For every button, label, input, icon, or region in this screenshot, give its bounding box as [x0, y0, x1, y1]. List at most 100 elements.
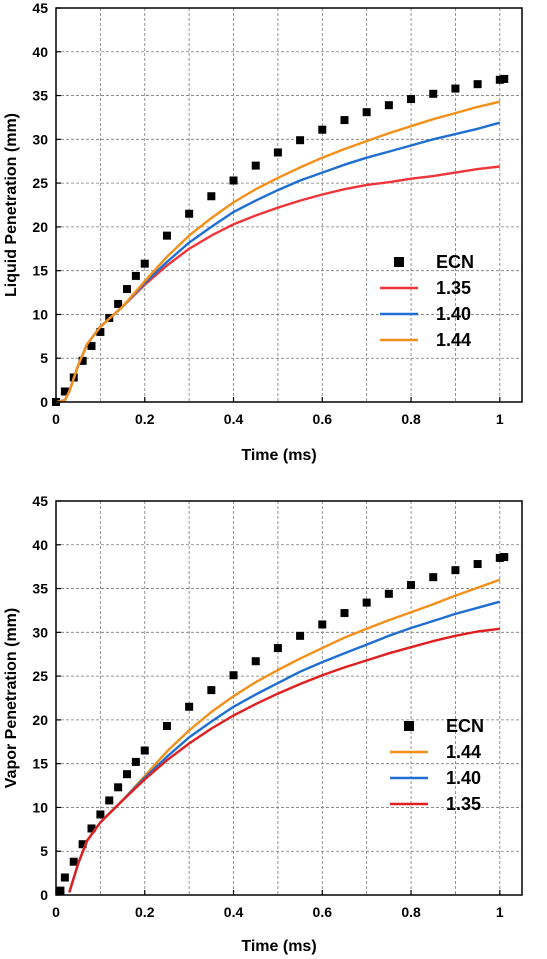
grid-lines [56, 8, 522, 402]
x-tick-label: 0.4 [224, 904, 244, 920]
data-point [407, 581, 416, 590]
y-tick-label: 40 [32, 537, 48, 553]
series-line [68, 627, 500, 893]
data-point [500, 74, 509, 83]
x-tick-label: 0.8 [401, 904, 421, 920]
data-point [87, 824, 96, 833]
data-point [451, 84, 460, 93]
series-ECN [56, 553, 509, 895]
x-tick-label: 0.6 [313, 904, 333, 920]
data-point [495, 75, 504, 84]
series-ECN [52, 74, 509, 406]
y-tick-label: 20 [32, 712, 48, 728]
y-tick-label: 35 [32, 581, 48, 597]
data-point [162, 231, 171, 240]
x-tick-label: 1 [496, 904, 504, 920]
data-point [296, 136, 305, 145]
data-point [273, 148, 282, 157]
data-point [429, 89, 438, 98]
y-axis-title: Liquid Penetration (mm) [3, 113, 20, 297]
plot-frame [55, 500, 523, 896]
data-point [78, 356, 87, 365]
y-tick-label: 15 [32, 263, 48, 279]
data-point [473, 80, 482, 89]
series-line [68, 600, 501, 893]
y-tick-label: 40 [32, 44, 48, 60]
data-point [451, 566, 460, 575]
data-point [96, 327, 105, 336]
legend-swatch [404, 721, 414, 731]
chart-panel-2: 0 5 10 15 20 25 30 35 40 45 0 0.2 0.4 0.6 0.8 1 Time (ms… [3, 493, 523, 955]
data-point [273, 644, 282, 653]
x-axis-title: Time (ms) [241, 938, 316, 955]
y-tick-label: 5 [40, 843, 48, 859]
data-point [78, 840, 87, 849]
series-line [68, 578, 501, 893]
x-tick-label: 0.6 [313, 411, 333, 427]
y-tick-label: 30 [32, 624, 48, 640]
series-line [55, 100, 501, 404]
series-1.44 [55, 100, 501, 404]
series-1.35 [68, 627, 500, 893]
legend-label: ECN [446, 716, 484, 736]
data-point [140, 746, 149, 755]
data-point [207, 192, 216, 201]
data-point [131, 271, 140, 280]
x-axis-title: Time (ms) [241, 447, 316, 464]
x-tick-label: 0.8 [401, 411, 421, 427]
legend-label: 1.44 [446, 742, 481, 762]
data-point [251, 161, 260, 170]
data-point [105, 796, 114, 805]
x-tick-label: 0 [52, 411, 60, 427]
data-point [384, 589, 393, 598]
y-axis-title: Vapor Penetration (mm) [3, 608, 20, 788]
data-point [96, 810, 105, 819]
grid-lines [56, 501, 522, 895]
y-tick-label: 5 [40, 350, 48, 366]
legend-label: 1.35 [436, 278, 471, 298]
data-point [87, 341, 96, 350]
x-tick-label: 0 [52, 904, 60, 920]
data-point [495, 553, 504, 562]
chart-panel-1: 0 5 10 15 20 25 30 35 40 45 0 0.2 0.4 0.6 0.8 1 Time (ms… [3, 0, 523, 464]
legend-label: ECN [436, 252, 474, 272]
x-tick-label: 0.2 [135, 411, 155, 427]
data-point [131, 757, 140, 766]
data-point [229, 671, 238, 680]
data-point [318, 125, 327, 134]
y-tick-label: 45 [32, 493, 48, 509]
y-tick-label: 15 [32, 756, 48, 772]
data-point [185, 702, 194, 711]
legend-label: 1.35 [446, 794, 481, 814]
data-point [362, 108, 371, 117]
data-point [473, 560, 482, 569]
y-tick-label: 45 [32, 0, 48, 16]
data-point [56, 886, 65, 895]
data-point [114, 783, 123, 792]
series-1.40 [68, 600, 501, 893]
y-tick-label: 25 [32, 175, 48, 191]
data-point [296, 631, 305, 640]
data-point [407, 95, 416, 104]
y-tick-label: 25 [32, 668, 48, 684]
x-tick-label: 0.2 [135, 904, 155, 920]
legend-swatch [394, 257, 404, 267]
legend-label: 1.44 [436, 330, 471, 350]
legend: ECN 1.35 1.40 1.44 [380, 252, 474, 350]
data-point [340, 116, 349, 125]
x-tick-label: 0.4 [224, 411, 244, 427]
data-point [60, 387, 69, 396]
data-point [251, 657, 260, 666]
y-tick-label: 30 [32, 131, 48, 147]
y-tick-label: 10 [32, 799, 48, 815]
x-tick-label: 1 [496, 411, 504, 427]
data-point [123, 285, 132, 294]
y-tick-label: 35 [32, 88, 48, 104]
series-1.44 [68, 578, 501, 893]
data-point [140, 259, 149, 268]
data-point [362, 598, 371, 607]
data-point [229, 176, 238, 185]
y-tick-label: 0 [40, 394, 48, 410]
legend-label: 1.40 [446, 768, 481, 788]
data-point [384, 101, 393, 110]
